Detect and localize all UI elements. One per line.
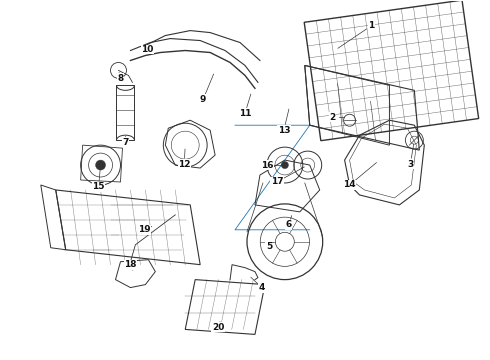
Text: 20: 20 xyxy=(212,323,224,332)
Text: 7: 7 xyxy=(122,138,129,147)
Text: 8: 8 xyxy=(118,74,123,83)
Text: 18: 18 xyxy=(124,260,137,269)
Text: 14: 14 xyxy=(343,180,356,189)
Text: 13: 13 xyxy=(278,126,290,135)
Text: 19: 19 xyxy=(138,225,151,234)
Text: 2: 2 xyxy=(330,113,336,122)
Text: 15: 15 xyxy=(92,183,105,192)
Text: 4: 4 xyxy=(259,283,265,292)
Text: 11: 11 xyxy=(239,109,251,118)
Text: 6: 6 xyxy=(286,220,292,229)
Text: 17: 17 xyxy=(270,177,283,186)
Circle shape xyxy=(96,160,105,170)
Text: 5: 5 xyxy=(266,242,272,251)
Text: 16: 16 xyxy=(261,161,273,170)
Text: 1: 1 xyxy=(368,21,375,30)
Text: 10: 10 xyxy=(141,45,153,54)
Text: 12: 12 xyxy=(178,159,191,168)
Circle shape xyxy=(281,162,289,168)
Text: 3: 3 xyxy=(407,159,414,168)
Text: 9: 9 xyxy=(200,95,206,104)
